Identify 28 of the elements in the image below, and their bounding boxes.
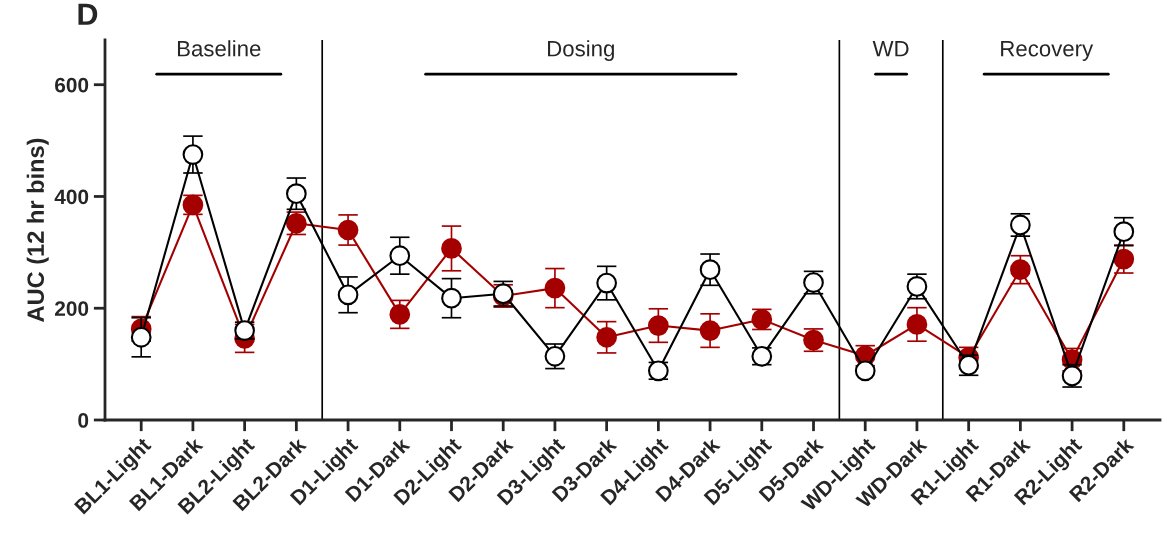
point <box>441 238 462 259</box>
point <box>699 259 721 281</box>
point <box>699 320 721 341</box>
point <box>441 287 462 309</box>
y-tick-label: 0 <box>78 413 89 428</box>
point <box>906 314 928 335</box>
y-tick-label: 400 <box>54 189 89 205</box>
point <box>648 315 669 336</box>
chart-title: D <box>78 3 98 25</box>
annotation: Recovery <box>1001 41 1094 61</box>
point <box>1010 259 1031 281</box>
point <box>337 284 359 306</box>
point <box>182 144 204 165</box>
annotation: Dosing <box>548 40 614 61</box>
point <box>337 219 359 241</box>
point <box>285 183 307 205</box>
y-tick-label: 200 <box>54 301 89 316</box>
annotation: WD <box>872 41 909 57</box>
y-tick-label: 600 <box>55 77 89 93</box>
point <box>596 272 617 294</box>
point <box>1113 221 1135 243</box>
y-axis-title: AUC (12 hr bins) <box>26 138 49 322</box>
annotation: Baseline <box>177 40 261 57</box>
point <box>544 277 566 299</box>
point <box>596 326 617 348</box>
point <box>854 360 876 382</box>
point <box>389 245 411 267</box>
point <box>389 304 411 325</box>
